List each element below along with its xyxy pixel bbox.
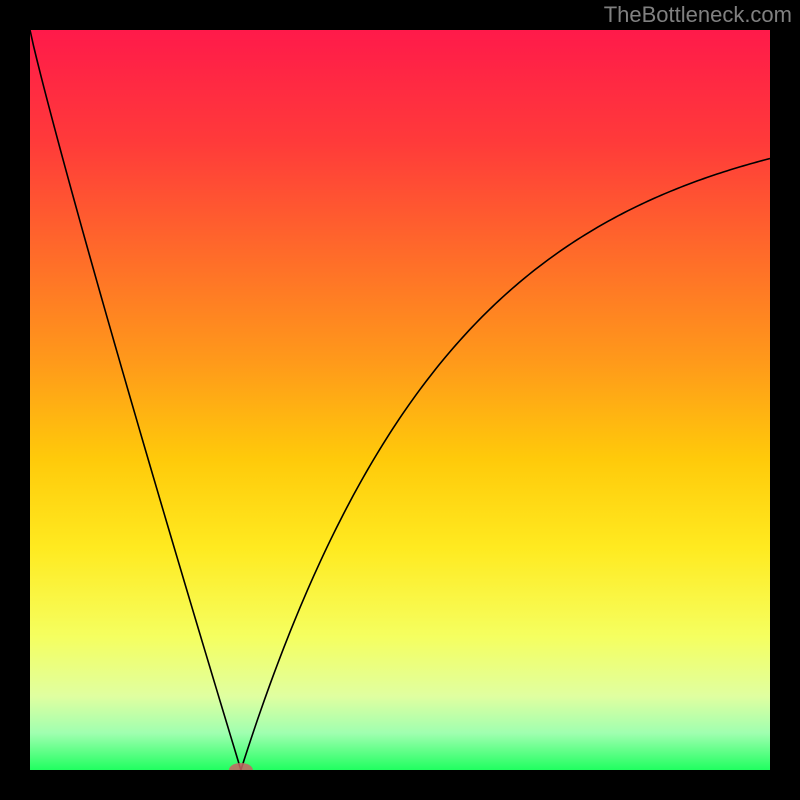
watermark-text: TheBottleneck.com: [604, 2, 792, 28]
chart-background: [30, 30, 770, 770]
chart-svg: [30, 30, 770, 770]
chart-container: TheBottleneck.com: [0, 0, 800, 800]
chart-area: [30, 30, 770, 770]
